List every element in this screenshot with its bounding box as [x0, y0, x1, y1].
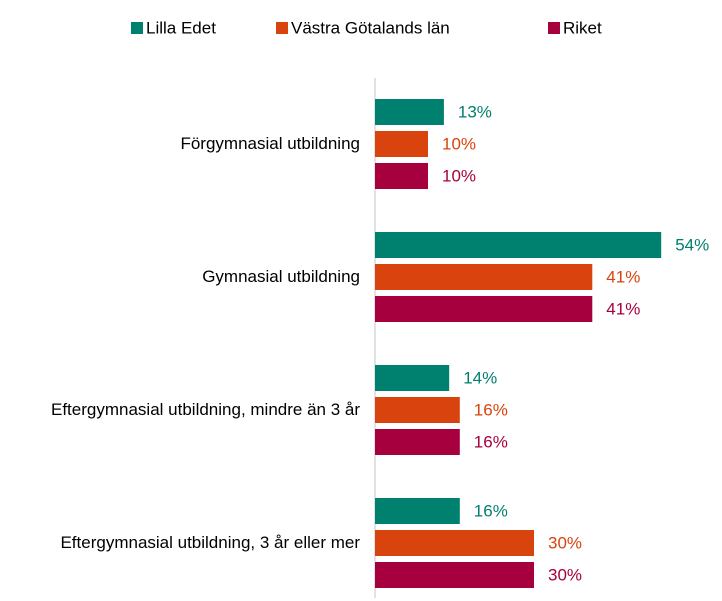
value-label: 41% [606, 267, 640, 286]
value-label: 16% [474, 501, 508, 520]
bar [375, 429, 460, 455]
bar [375, 232, 662, 258]
legend-swatch [548, 22, 560, 34]
category-label: Gymnasial utbildning [202, 267, 360, 286]
bar [375, 264, 593, 290]
legend-swatch [276, 22, 288, 34]
bar [375, 397, 460, 423]
bar [375, 365, 450, 391]
bar [375, 296, 593, 322]
bar [375, 163, 428, 189]
value-label: 10% [442, 134, 476, 153]
category-label-box: Eftergymnasial utbildning, 3 år eller me… [0, 498, 360, 588]
value-label: 30% [548, 565, 582, 584]
bar [375, 530, 534, 556]
category-label-box: Eftergymnasial utbildning, mindre än 3 å… [0, 365, 360, 455]
category-label: Eftergymnasial utbildning, mindre än 3 å… [51, 400, 360, 419]
legend-label: Västra Götalands län [291, 18, 450, 37]
legend-label: Riket [563, 18, 602, 37]
category-label: Eftergymnasial utbildning, 3 år eller me… [60, 533, 360, 552]
bar [375, 131, 428, 157]
value-label: 41% [606, 299, 640, 318]
bar [375, 562, 534, 588]
value-label: 14% [463, 368, 497, 387]
value-label: 16% [474, 432, 508, 451]
legend-swatch [131, 22, 143, 34]
value-label: 54% [675, 235, 709, 254]
bar [375, 498, 460, 524]
category-label-box: Gymnasial utbildning [0, 232, 360, 322]
value-label: 30% [548, 533, 582, 552]
category-label-box: Förgymnasial utbildning [0, 99, 360, 189]
bar [375, 99, 444, 125]
legend-label: Lilla Edet [146, 18, 216, 37]
value-label: 16% [474, 400, 508, 419]
value-label: 13% [458, 102, 492, 121]
value-label: 10% [442, 166, 476, 185]
category-label: Förgymnasial utbildning [180, 134, 360, 153]
